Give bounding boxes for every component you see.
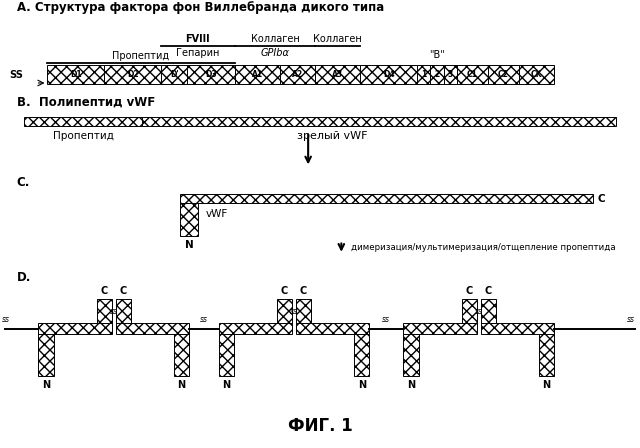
Bar	[277, 299, 292, 323]
Bar	[296, 323, 369, 334]
Bar	[38, 334, 54, 376]
Text: димеризация/мультимеризация/отщепление пропептида: димеризация/мультимеризация/отщепление п…	[351, 243, 616, 252]
Bar	[280, 65, 316, 84]
Text: N: N	[185, 240, 193, 250]
Text: C: C	[466, 286, 473, 296]
Bar	[360, 65, 417, 84]
Text: C: C	[100, 286, 108, 296]
Text: D2: D2	[127, 70, 138, 79]
Text: Пропептид: Пропептид	[52, 130, 113, 141]
Text: ss: ss	[3, 315, 10, 324]
Text: D3: D3	[205, 70, 217, 79]
Bar	[218, 323, 292, 334]
Text: 2: 2	[435, 70, 440, 79]
Text: N: N	[42, 380, 50, 390]
Text: ss: ss	[290, 306, 298, 316]
Text: В.  Полипептид vWF: В. Полипептид vWF	[17, 96, 155, 109]
Text: ss: ss	[475, 306, 483, 316]
Text: С.: С.	[17, 176, 30, 190]
Bar	[417, 65, 431, 84]
Text: GPIbα: GPIbα	[260, 48, 289, 58]
Text: FVIII: FVIII	[186, 34, 210, 44]
Bar	[403, 334, 419, 376]
Bar	[316, 65, 360, 84]
Text: D1: D1	[70, 70, 82, 79]
Bar	[354, 334, 369, 376]
Text: C: C	[484, 286, 492, 296]
Bar	[174, 334, 189, 376]
Text: N: N	[543, 380, 550, 390]
Text: ФИГ. 1: ФИГ. 1	[287, 417, 353, 435]
Text: зрелый vWF: зрелый vWF	[296, 130, 367, 141]
Text: ss: ss	[382, 315, 390, 324]
Bar	[444, 65, 457, 84]
Text: N: N	[358, 380, 366, 390]
Text: C: C	[281, 286, 288, 296]
Text: Пропептид: Пропептид	[113, 51, 170, 60]
Text: CK: CK	[531, 70, 542, 79]
Text: "В": "В"	[429, 50, 445, 60]
Text: Коллаген: Коллаген	[314, 34, 362, 44]
Bar	[24, 117, 142, 126]
Bar	[104, 65, 161, 84]
Text: ss: ss	[627, 315, 636, 324]
Text: N: N	[177, 380, 186, 390]
Text: D': D'	[170, 70, 179, 79]
Bar	[180, 203, 198, 236]
Text: A3: A3	[332, 70, 343, 79]
Text: А. Структура фактора фон Виллебранда дикого типа: А. Структура фактора фон Виллебранда дик…	[17, 1, 384, 14]
Bar	[296, 299, 311, 323]
Text: C: C	[597, 194, 605, 203]
Bar	[403, 323, 477, 334]
Text: vWF: vWF	[205, 209, 228, 219]
Text: D.: D.	[17, 271, 31, 284]
Text: D4: D4	[383, 70, 394, 79]
Bar	[161, 65, 188, 84]
Bar	[180, 194, 593, 203]
Text: ss: ss	[200, 315, 208, 324]
Bar	[142, 117, 616, 126]
Bar	[218, 334, 234, 376]
Text: ss: ss	[110, 306, 118, 316]
Text: Коллаген: Коллаген	[251, 34, 300, 44]
Bar	[97, 299, 112, 323]
Bar	[38, 323, 112, 334]
Bar	[539, 334, 554, 376]
Bar	[235, 65, 280, 84]
Text: C2: C2	[498, 70, 509, 79]
Text: 1: 1	[421, 70, 426, 79]
Bar	[518, 65, 554, 84]
Text: N: N	[407, 380, 415, 390]
Text: C: C	[300, 286, 307, 296]
Bar	[461, 299, 477, 323]
Text: C: C	[120, 286, 127, 296]
Text: A2: A2	[292, 70, 303, 79]
Bar	[47, 65, 104, 84]
Text: Гепарин: Гепарин	[176, 48, 220, 58]
Bar	[116, 323, 189, 334]
Text: C1: C1	[467, 70, 478, 79]
Bar	[457, 65, 488, 84]
Text: 3: 3	[448, 70, 453, 79]
Bar	[481, 299, 496, 323]
Text: A1: A1	[252, 70, 263, 79]
Text: N: N	[222, 380, 230, 390]
Bar	[488, 65, 518, 84]
Bar	[481, 323, 554, 334]
Bar	[188, 65, 235, 84]
Bar	[431, 65, 444, 84]
Bar	[116, 299, 131, 323]
Text: SS: SS	[10, 69, 24, 80]
